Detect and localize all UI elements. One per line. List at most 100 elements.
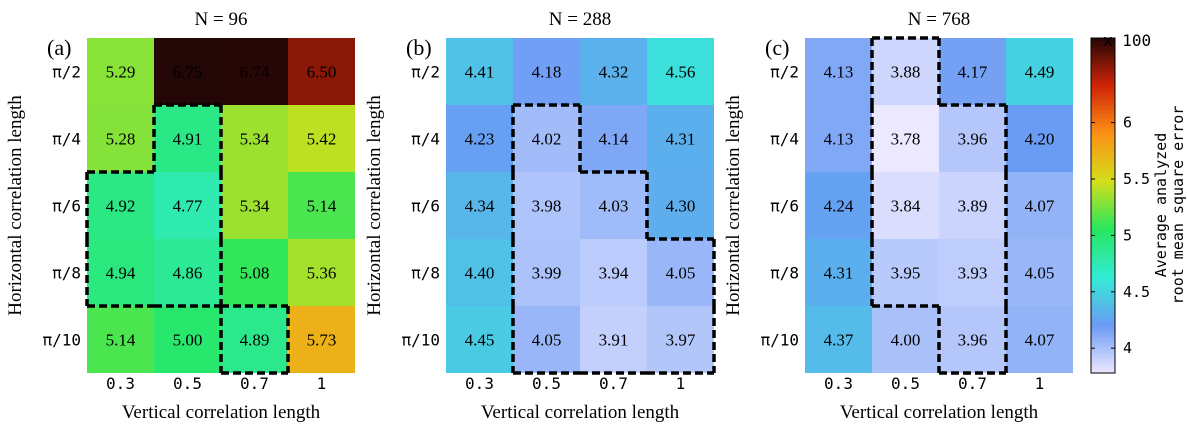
heatmap-cell (446, 38, 513, 105)
cell-value-label: 4.05 (532, 331, 562, 350)
heatmap-cell (288, 38, 355, 105)
cell-value-label: 4.00 (891, 331, 921, 350)
cell-value-label: 3.93 (958, 264, 988, 283)
colorbar-band (1091, 328, 1115, 332)
cell-value-label: 4.13 (824, 130, 854, 149)
colorbar-band (1091, 74, 1115, 78)
colorbar-band (1091, 272, 1115, 276)
colorbar-band (1091, 130, 1115, 134)
colorbar-band (1091, 113, 1115, 117)
colorbar-band (1091, 194, 1115, 198)
cell-value-label: 5.00 (173, 331, 203, 350)
colorbar-band (1091, 322, 1115, 327)
cell-value-label: 4.20 (1025, 130, 1055, 149)
cell-value-label: 4.37 (824, 331, 854, 350)
colorbar-band (1091, 197, 1115, 201)
colorbar-multiplier: x 100 (1103, 31, 1151, 50)
colorbar-band (1091, 292, 1115, 296)
colorbar-band (1091, 166, 1115, 170)
colorbar-band (1091, 311, 1115, 315)
y-tick-label: π/8 (52, 264, 81, 283)
colorbar-band (1091, 199, 1115, 204)
colorbar-band (1091, 255, 1115, 260)
cell-value-label: 4.45 (465, 331, 495, 350)
colorbar-band (1091, 216, 1115, 221)
heatmap-cell (87, 306, 154, 373)
x-tick-label: 0.5 (891, 374, 920, 393)
colorbar-band (1091, 191, 1115, 195)
colorbar-band (1091, 236, 1115, 240)
colorbar-band (1091, 40, 1115, 45)
x-tick-label: 0.7 (958, 374, 987, 393)
colorbar-gradient (1091, 38, 1115, 374)
heatmap-cell (872, 239, 939, 306)
x-axis-label: Vertical correlation length (840, 402, 1039, 423)
x-tick-label: 1 (1035, 374, 1045, 393)
cell-value-label: 3.98 (532, 197, 562, 216)
heatmap-cell (446, 306, 513, 373)
colorbar-band (1091, 225, 1115, 229)
heatmap-cell (288, 172, 355, 239)
heatmap-cell (221, 172, 288, 239)
colorbar-band (1091, 152, 1115, 156)
panel-letter: (b) (406, 35, 432, 60)
colorbar-frame (1090, 37, 1116, 374)
panel-2: 4.41 4.18 4.32 4.56 4.23 4.02 4.14 4.31 4.34 3.98… (364, 9, 716, 423)
cell-value-label: 6.74 (240, 63, 270, 82)
colorbar-band (1091, 306, 1115, 310)
colorbar-band (1091, 211, 1115, 215)
colorbar-band (1091, 275, 1115, 279)
y-tick-label: π/6 (770, 197, 799, 216)
colorbar-band (1091, 370, 1115, 374)
colorbar-band (1091, 135, 1115, 140)
cell-value-label: 5.14 (307, 197, 337, 216)
heatmap-cell (288, 105, 355, 172)
heatmap-cell (647, 306, 714, 373)
cell-value-label: 4.94 (106, 264, 136, 283)
cell-value-label: 3.97 (666, 331, 696, 350)
colorbar-band (1091, 317, 1115, 321)
cell-value-label: 3.99 (532, 264, 562, 283)
x-tick-label: 0.5 (173, 374, 202, 393)
colorbar-band (1091, 79, 1115, 84)
colorbar-band (1091, 188, 1115, 193)
colorbar-band (1091, 280, 1115, 285)
y-tick-label: π/10 (42, 331, 81, 350)
x-axis-label: Vertical correlation length (122, 402, 321, 423)
panel-title: N = 288 (549, 9, 611, 30)
colorbar-band (1091, 325, 1115, 329)
colorbar-label-line1: Average analyzed (1152, 133, 1170, 278)
colorbar-band (1091, 208, 1115, 212)
cell-value-label: 4.18 (532, 63, 562, 82)
x-tick-label: 0.3 (106, 374, 135, 393)
colorbar-band (1091, 169, 1115, 173)
colorbar-band (1091, 65, 1115, 70)
colorbar-band (1091, 202, 1115, 207)
heatmap-cell (221, 105, 288, 172)
colorbar-band (1091, 183, 1115, 187)
colorbar-band (1091, 359, 1115, 363)
colorbar-band (1091, 286, 1115, 290)
heatmap-cell (647, 172, 714, 239)
cell-value-label: 3.89 (958, 197, 988, 216)
colorbar-band (1091, 247, 1115, 251)
colorbar-band (1091, 49, 1115, 53)
cell-value-label: 4.30 (666, 197, 696, 216)
heatmap-cell (513, 239, 580, 306)
colorbar-band (1091, 68, 1115, 73)
cell-value-label: 6.50 (307, 63, 337, 82)
colorbar-band (1091, 60, 1115, 64)
colorbar-band (1091, 278, 1115, 282)
cell-value-label: 4.24 (824, 197, 854, 216)
panel-3: 4.13 3.88 4.17 4.49 4.13 3.78 3.96 4.20 4.24 3.84… (723, 9, 1073, 423)
heatmap-cell (939, 38, 1006, 105)
x-tick-label: 1 (676, 374, 686, 393)
colorbar-band (1091, 297, 1115, 302)
heatmap-cell (154, 306, 221, 373)
colorbar-band (1091, 213, 1115, 218)
colorbar-band (1091, 241, 1115, 246)
colorbar-band (1091, 77, 1115, 81)
colorbar-band (1091, 155, 1115, 159)
colorbar-tick-label: 5 (1123, 226, 1132, 244)
colorbar-band (1091, 138, 1115, 142)
